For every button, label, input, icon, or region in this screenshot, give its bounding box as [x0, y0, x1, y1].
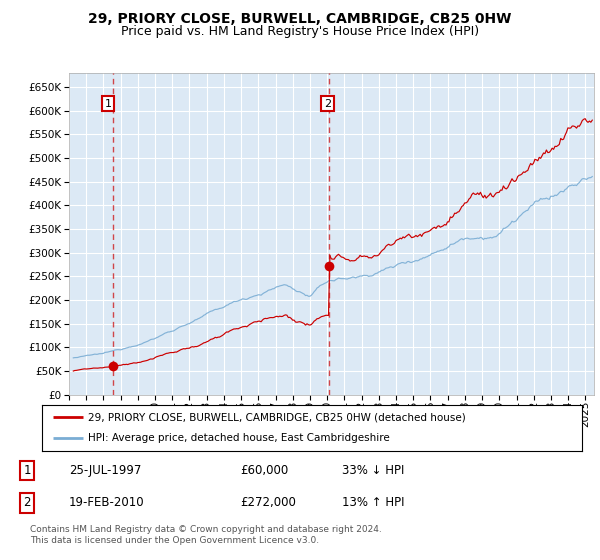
Text: 29, PRIORY CLOSE, BURWELL, CAMBRIDGE, CB25 0HW (detached house): 29, PRIORY CLOSE, BURWELL, CAMBRIDGE, CB… [88, 412, 466, 422]
Text: 2: 2 [23, 496, 31, 509]
Text: £272,000: £272,000 [240, 496, 296, 509]
Text: 29, PRIORY CLOSE, BURWELL, CAMBRIDGE, CB25 0HW: 29, PRIORY CLOSE, BURWELL, CAMBRIDGE, CB… [88, 12, 512, 26]
Text: HPI: Average price, detached house, East Cambridgeshire: HPI: Average price, detached house, East… [88, 433, 389, 444]
Text: 25-JUL-1997: 25-JUL-1997 [69, 464, 142, 477]
Text: 13% ↑ HPI: 13% ↑ HPI [342, 496, 404, 509]
Text: 2: 2 [324, 99, 331, 109]
Text: 33% ↓ HPI: 33% ↓ HPI [342, 464, 404, 477]
Text: Contains HM Land Registry data © Crown copyright and database right 2024.
This d: Contains HM Land Registry data © Crown c… [30, 525, 382, 545]
Text: 1: 1 [23, 464, 31, 477]
Text: £60,000: £60,000 [240, 464, 288, 477]
Text: Price paid vs. HM Land Registry's House Price Index (HPI): Price paid vs. HM Land Registry's House … [121, 25, 479, 38]
Text: 19-FEB-2010: 19-FEB-2010 [69, 496, 145, 509]
Text: 1: 1 [104, 99, 112, 109]
